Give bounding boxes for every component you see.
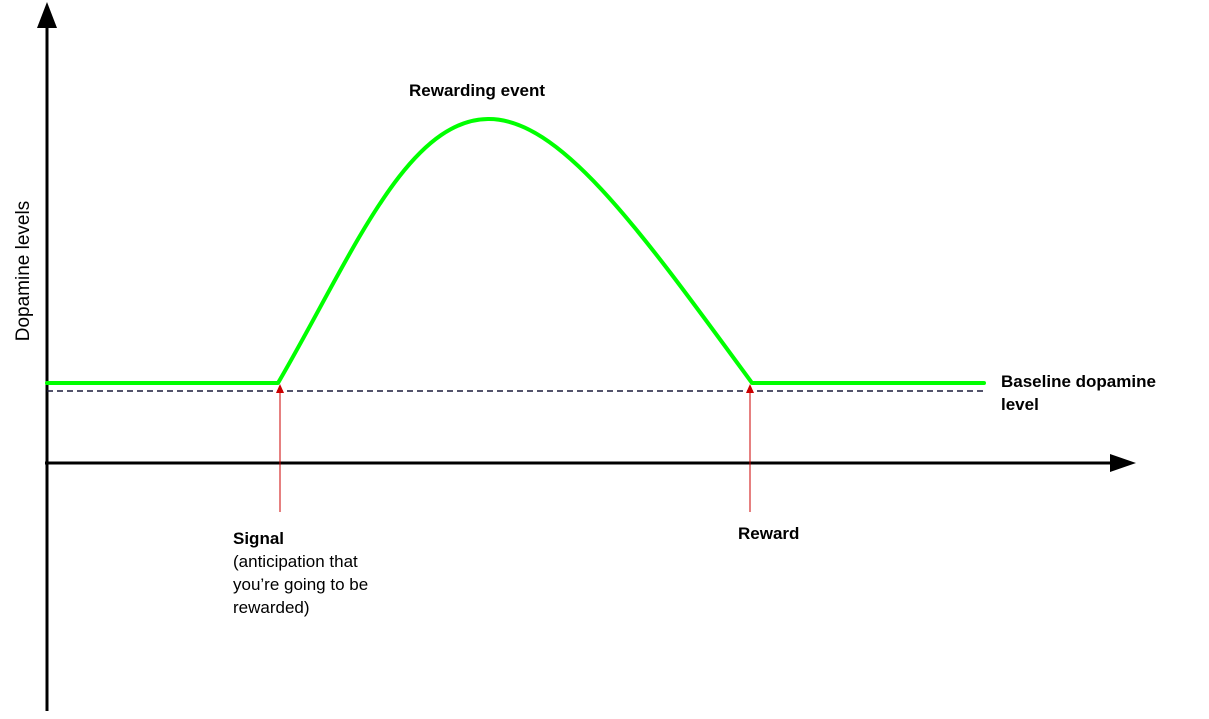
signal-desc-line1: (anticipation that [233,552,358,571]
signal-title: Signal [233,529,285,548]
baseline-label-line2: level [1001,395,1039,414]
y-axis-label: Dopamine levels [13,200,34,342]
y-axis-arrowhead [37,2,57,28]
signal-desc-line3: rewarded) [233,598,310,617]
x-axis-arrowhead [1110,454,1136,472]
peak-label: Rewarding event [409,81,546,100]
dopamine-curve [45,116,986,385]
signal-desc-line2: you’re going to be [233,575,369,594]
reward-marker-arrowhead [746,384,754,393]
reward-label: Reward [738,524,800,543]
baseline-label: Baseline dopamine level [1001,370,1156,416]
signal-marker-arrowhead [276,384,284,393]
signal-annotation: Signal (anticipation that you’re going t… [233,527,368,619]
baseline-label-line1: Baseline dopamine [1001,372,1156,391]
